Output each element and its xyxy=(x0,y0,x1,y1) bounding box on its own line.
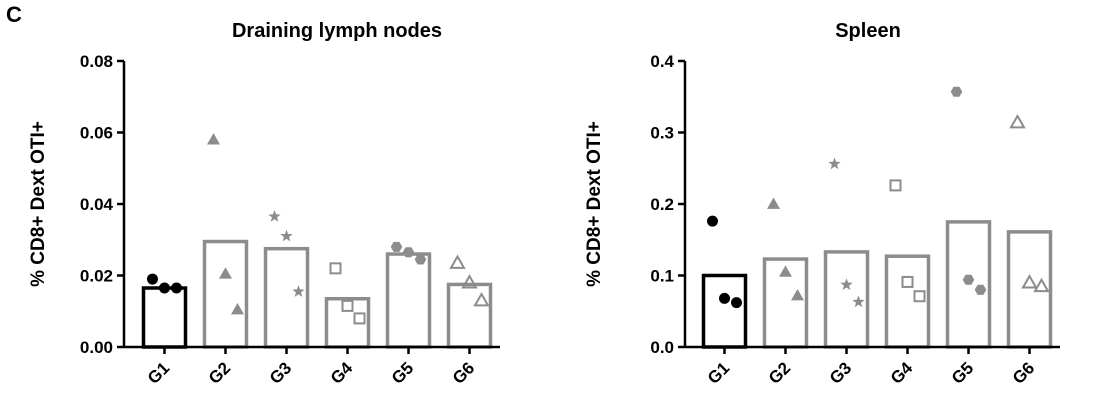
data-point xyxy=(828,157,841,170)
data-point xyxy=(1033,277,1050,293)
y-tick-label: 0.3 xyxy=(650,124,674,143)
data-point xyxy=(473,292,490,307)
bar-g6 xyxy=(446,282,493,349)
y-tick-label: 0.02 xyxy=(80,267,113,286)
y-tick-label: 0.06 xyxy=(80,124,113,143)
data-point xyxy=(791,289,804,301)
x-tick-label: G1 xyxy=(704,358,733,387)
x-tick-label: G2 xyxy=(765,358,794,387)
bar-g3 xyxy=(263,246,310,349)
data-point xyxy=(840,278,853,291)
data-point xyxy=(219,267,232,279)
data-point xyxy=(719,292,730,304)
x-tick-label: G2 xyxy=(205,358,234,387)
panel-label: C xyxy=(6,2,22,27)
data-point xyxy=(974,284,987,295)
data-point xyxy=(353,312,366,325)
data-point xyxy=(292,285,305,297)
y-tick-label: 0.08 xyxy=(80,52,113,71)
x-tick-label: G3 xyxy=(266,358,295,387)
y-axis-label: % CD8+ Dext OTI+ xyxy=(584,121,605,287)
data-point xyxy=(950,86,963,97)
data-point xyxy=(852,295,865,308)
data-point xyxy=(280,229,293,242)
x-tick-label: G3 xyxy=(826,358,855,387)
data-point xyxy=(731,297,742,309)
chart-title: Draining lymph nodes xyxy=(232,20,442,42)
data-point xyxy=(901,275,914,288)
bar-g1 xyxy=(701,273,748,349)
x-tick-label: G1 xyxy=(144,358,173,387)
data-point xyxy=(147,273,158,285)
chart-spleen: Spleen % CD8+ Dext OTI+ 0.0 0.1 0.2 0.3 0.4 G… xyxy=(584,20,1060,388)
data-point xyxy=(402,247,415,258)
x-tick-label: G6 xyxy=(1009,358,1038,387)
data-point xyxy=(171,282,182,294)
x-tick-label: G5 xyxy=(948,358,977,387)
x-tick-label: G4 xyxy=(327,358,357,388)
x-tick-label: G5 xyxy=(388,358,417,387)
y-axis-label: % CD8+ Dext OTI+ xyxy=(28,121,49,287)
data-point xyxy=(159,282,170,294)
data-point xyxy=(461,274,478,289)
bar-g1 xyxy=(141,286,188,349)
x-tick-label: G4 xyxy=(887,358,917,388)
chart-title: Spleen xyxy=(835,20,901,42)
data-point xyxy=(329,262,342,275)
data-point xyxy=(341,299,354,312)
y-tick-label: 0.2 xyxy=(650,195,674,214)
bar-g5 xyxy=(385,252,432,349)
chart-draining-lymph-nodes: Draining lymph nodes % CD8+ Dext OTI+ 0.… xyxy=(28,20,500,388)
data-point xyxy=(207,133,220,145)
x-tick-label: G6 xyxy=(449,358,478,387)
bar-g3 xyxy=(823,250,870,349)
y-tick-label: 0.1 xyxy=(650,267,674,286)
data-point xyxy=(231,302,244,315)
data-point xyxy=(767,197,780,209)
data-point xyxy=(889,179,902,192)
y-tick-label: 0.4 xyxy=(650,52,674,71)
data-point xyxy=(268,210,281,222)
data-point xyxy=(1021,274,1038,289)
data-point xyxy=(390,241,403,252)
y-tick-label: 0.04 xyxy=(80,195,114,214)
data-point xyxy=(962,274,975,285)
bar-g2 xyxy=(202,239,249,349)
bar-g6 xyxy=(1006,230,1053,349)
data-point xyxy=(414,254,427,265)
data-point xyxy=(913,290,926,303)
y-tick-label: 0.0 xyxy=(650,338,674,357)
data-point xyxy=(779,265,792,277)
data-point xyxy=(1009,113,1026,129)
data-point xyxy=(449,254,466,269)
data-point xyxy=(707,215,718,227)
y-tick-label: 0.00 xyxy=(80,338,113,357)
